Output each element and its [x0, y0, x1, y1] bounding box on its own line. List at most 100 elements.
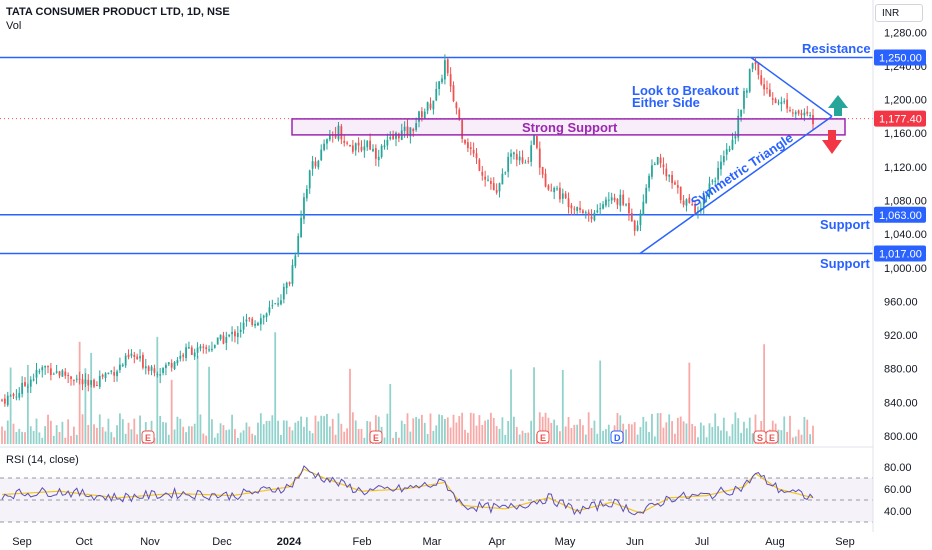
volume-bar — [294, 422, 297, 444]
volume-bar — [6, 420, 9, 444]
candle-body — [432, 100, 435, 110]
volume-bar — [202, 433, 205, 444]
volume-bar — [90, 352, 93, 444]
volume-bar — [639, 427, 642, 444]
volume-bar — [107, 418, 110, 444]
candle-body — [317, 160, 320, 168]
volume-bar — [389, 383, 392, 444]
x-tick-label: Sep — [12, 536, 32, 548]
volume-bar — [219, 423, 222, 444]
candle-body — [564, 193, 567, 199]
candle-body — [714, 180, 717, 182]
volume-bar — [44, 426, 47, 444]
candle-body — [340, 126, 343, 140]
candle-body — [518, 156, 521, 161]
volume-bar — [415, 416, 418, 444]
event-marker — [765, 430, 779, 444]
candle-body — [107, 372, 110, 374]
volume-bar — [533, 367, 535, 444]
candle-body — [789, 110, 791, 112]
volume-bar — [26, 364, 29, 444]
candle-body — [619, 194, 622, 206]
triangle-lower-line — [639, 115, 833, 255]
volume-bar — [685, 423, 688, 444]
volume-bar — [268, 420, 271, 444]
candle-body — [395, 132, 397, 139]
candle-body — [441, 78, 443, 83]
volume-bar — [510, 369, 512, 444]
candle-body — [144, 366, 147, 369]
candle-body — [628, 202, 630, 214]
candle-body — [343, 140, 346, 143]
candle-body — [173, 362, 176, 369]
volume-bar — [311, 433, 314, 444]
candle-body — [671, 175, 673, 184]
volume-bar — [504, 434, 507, 444]
candle-body — [587, 212, 590, 216]
volume-bar — [662, 427, 665, 444]
candle-body — [740, 109, 742, 117]
volume-bar — [541, 416, 544, 444]
candle-body — [320, 149, 323, 161]
volume-bar — [357, 428, 360, 444]
event-marker-label: E — [373, 433, 379, 443]
x-tick-label: Apr — [488, 536, 505, 548]
candle-body — [314, 161, 317, 167]
candle-body — [64, 371, 67, 376]
volume-bar — [642, 416, 645, 444]
candle-body — [420, 111, 423, 118]
volume-bar — [190, 426, 193, 444]
price-tag-bg-last_price — [874, 110, 926, 127]
volume-bar — [705, 437, 708, 444]
x-tick-label: 2024 — [277, 536, 302, 548]
volume-bar — [251, 433, 254, 444]
candle-body — [202, 346, 205, 348]
candle-body — [211, 348, 213, 351]
volume-bar — [487, 419, 489, 444]
candle-body — [87, 379, 90, 386]
candle-body — [291, 265, 294, 284]
candle-body — [791, 112, 794, 114]
time-axis: Sep Oct Nov Dec 2024 Feb Mar Apr May Jun Jul Aug Sep — [12, 536, 855, 548]
volume-bar — [274, 332, 277, 444]
candle-body — [711, 180, 714, 182]
candle-body — [81, 379, 84, 385]
candle-body — [438, 81, 441, 90]
price-tag-bg-support_1 — [874, 206, 926, 223]
candle-body — [153, 368, 156, 373]
candle-body — [645, 187, 648, 203]
price-tick-label: 960.00 — [884, 296, 918, 308]
volume-bar — [104, 431, 107, 444]
event-marker — [369, 430, 383, 444]
candle-body — [127, 354, 130, 358]
candle-body — [737, 115, 740, 138]
volume-bar — [596, 433, 599, 444]
candle-body — [590, 216, 593, 219]
volume-bar — [786, 431, 789, 444]
currency-selector[interactable]: INR — [875, 4, 923, 22]
candle-body — [239, 329, 242, 332]
volume-bar — [236, 437, 239, 444]
price-tick-label: 1,080.00 — [884, 196, 927, 208]
volume-bar — [584, 434, 587, 444]
candle-body — [165, 364, 167, 369]
volume-bar — [423, 422, 426, 444]
support-label-2: Support — [820, 256, 870, 271]
candle-body — [809, 114, 812, 116]
volume-bar — [452, 414, 455, 444]
candle-body — [682, 200, 685, 205]
volume-bar — [495, 426, 498, 444]
candle-body — [593, 212, 596, 221]
volume-bar — [492, 417, 495, 444]
candle-body — [475, 153, 478, 159]
volume-bar — [550, 422, 553, 444]
candle-body — [300, 217, 302, 238]
candle-body — [26, 386, 29, 388]
volume-bar — [130, 429, 133, 444]
volume-bar — [308, 430, 311, 444]
volume-bar — [52, 435, 55, 444]
volume-bar — [469, 412, 472, 444]
candle-body — [397, 133, 400, 139]
volume-bar — [193, 423, 196, 444]
